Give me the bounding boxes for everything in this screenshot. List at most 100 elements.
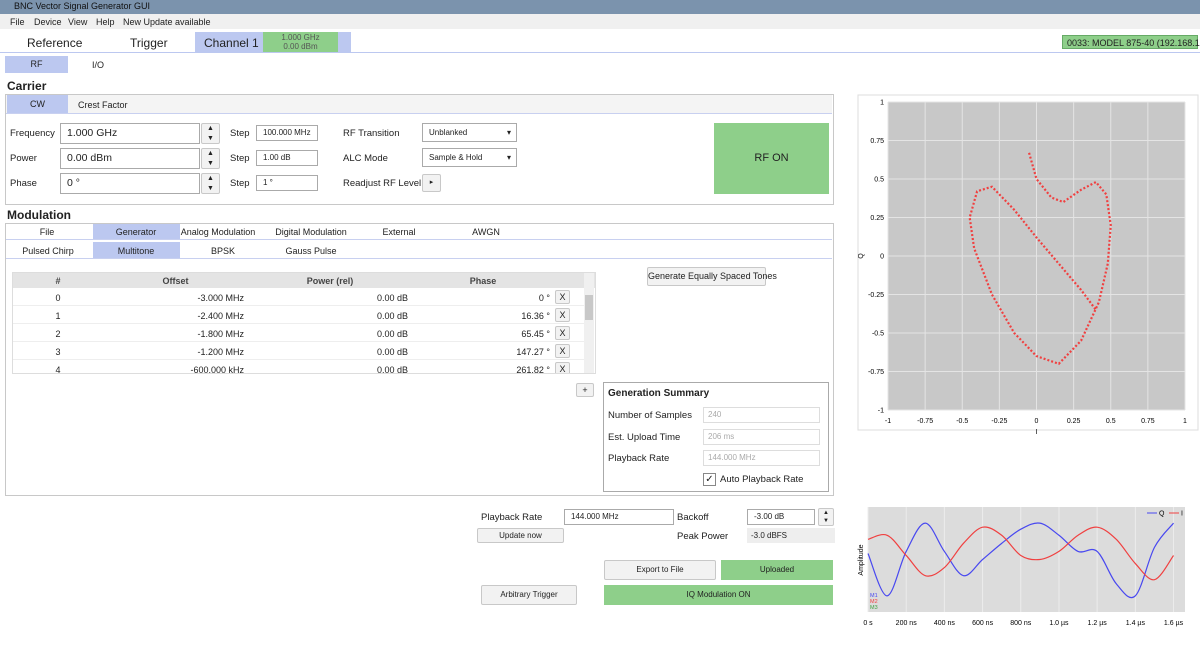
x-tick-label: 0 s xyxy=(863,620,873,627)
menu-item[interactable]: File xyxy=(10,17,25,27)
label: Est. Upload Time xyxy=(608,431,681,443)
y-axis-label: Amplitude xyxy=(858,544,865,575)
tab-bar xyxy=(6,224,832,240)
label: Step xyxy=(230,128,250,139)
divider xyxy=(0,52,1200,53)
tab-bar xyxy=(6,95,832,114)
x-tick-label: 200 ns xyxy=(896,620,918,627)
scroll-thumb[interactable] xyxy=(585,295,593,320)
tab[interactable]: Digital Modulation xyxy=(275,227,347,237)
section-title: Carrier xyxy=(7,79,47,93)
tab[interactable]: Multitone xyxy=(117,246,155,256)
button[interactable]: Update now xyxy=(477,528,564,543)
cell: -3.000 MHz xyxy=(197,293,244,303)
cell: 0.00 dB xyxy=(376,293,408,303)
column-header: Offset xyxy=(162,276,189,286)
summary-title: Generation Summary xyxy=(608,388,710,399)
x-tick-label: 1.4 µs xyxy=(1126,620,1146,627)
legend-label: Q xyxy=(1159,511,1165,518)
input[interactable]: 1.000 GHz xyxy=(60,123,200,144)
x-tick-label: 0.25 xyxy=(1067,418,1081,425)
label: Frequency xyxy=(10,128,55,139)
label: Readjust RF Level xyxy=(343,178,422,189)
x-tick-label: -0.5 xyxy=(956,418,968,425)
tab[interactable]: Generator xyxy=(115,227,157,237)
x-tick-label: 400 ns xyxy=(934,620,956,627)
remove-button[interactable]: X xyxy=(555,362,570,373)
x-tick-label: 0 xyxy=(1035,418,1039,425)
menu-item[interactable]: Device xyxy=(34,17,62,27)
tab[interactable]: Crest Factor xyxy=(78,100,128,110)
y-tick-label: 0.75 xyxy=(870,138,884,145)
label: Number of Samples xyxy=(608,410,692,421)
tab[interactable]: BPSK xyxy=(210,246,235,256)
tab[interactable]: Gauss Pulse xyxy=(285,246,337,256)
button[interactable]: Arbitrary Trigger xyxy=(481,585,577,605)
button[interactable]: IQ Modulation ON xyxy=(604,585,833,605)
subtab[interactable]: I/O xyxy=(92,60,105,70)
input[interactable]: 1.00 dB xyxy=(256,150,318,166)
y-tick-label: 1 xyxy=(880,100,884,107)
remove-button[interactable]: X xyxy=(555,290,570,304)
cell: -1.200 MHz xyxy=(197,347,244,357)
cell: 0.00 dB xyxy=(376,347,408,357)
spinner[interactable]: ▲ ▼ xyxy=(818,508,834,526)
button[interactable]: Export to File xyxy=(604,560,716,580)
label: Backoff xyxy=(677,512,709,523)
remove-button[interactable]: X xyxy=(555,308,570,322)
tab[interactable]: Channel 1 xyxy=(204,36,259,50)
input[interactable]: -3.00 dB xyxy=(747,509,815,525)
tab[interactable]: Reference xyxy=(27,36,83,50)
checkbox[interactable]: ✓ xyxy=(703,473,716,486)
row-line xyxy=(13,341,584,342)
cell: 0.00 dB xyxy=(376,329,408,339)
button[interactable]: Uploaded xyxy=(721,560,833,580)
tab-bar xyxy=(6,241,832,259)
label: RF Transition xyxy=(343,128,400,139)
add-button[interactable]: + xyxy=(576,383,594,397)
x-tick-label: 1.6 µs xyxy=(1164,620,1184,627)
dropdown[interactable]: Unblanked ▾ xyxy=(422,123,517,142)
readjust-button[interactable]: ▸ xyxy=(422,174,441,192)
spinner[interactable]: ▲ ▼ xyxy=(201,123,220,144)
cell: 147.27 ° xyxy=(516,347,550,357)
tab[interactable]: AWGN xyxy=(472,227,500,237)
cell: 261.82 ° xyxy=(516,365,550,374)
y-tick-label: 0.5 xyxy=(874,177,884,184)
tab[interactable]: Pulsed Chirp xyxy=(22,246,74,256)
y-tick-label: 0 xyxy=(880,254,884,261)
menu-item[interactable]: New Update available xyxy=(123,17,211,27)
tab[interactable]: Analog Modulation xyxy=(180,227,256,237)
scrollbar xyxy=(584,273,594,373)
window-title: BNC Vector Signal Generator GUI xyxy=(14,1,151,11)
channel-power: 0.00 dBm xyxy=(283,42,318,51)
input[interactable]: 0 ° xyxy=(60,173,200,194)
input[interactable]: 0.00 dBm xyxy=(60,148,200,169)
rf-on-button[interactable]: RF ON xyxy=(714,123,829,194)
spinner[interactable]: ▲ ▼ xyxy=(201,173,220,194)
device-badge: 0033: MODEL 875-40 (192.168.1.135) xyxy=(1062,35,1200,49)
dropdown[interactable]: Sample & Hold ▾ xyxy=(422,148,517,167)
menu-item[interactable]: View xyxy=(68,17,88,27)
y-tick-label: -1 xyxy=(878,408,884,415)
tab[interactable]: External xyxy=(382,227,416,237)
y-tick-label: -0.75 xyxy=(868,369,884,376)
spinner[interactable]: ▲ ▼ xyxy=(201,148,220,169)
y-tick-label: 0.25 xyxy=(870,215,884,222)
x-axis-label: I xyxy=(1036,429,1038,436)
remove-button[interactable]: X xyxy=(555,344,570,358)
menu-item[interactable]: Help xyxy=(96,17,115,27)
input[interactable]: 100.000 MHz xyxy=(256,125,318,141)
tab[interactable]: Trigger xyxy=(130,36,168,50)
tab[interactable]: File xyxy=(39,227,55,237)
subtab-active[interactable]: RF xyxy=(5,56,68,73)
input[interactable]: 144.000 MHz xyxy=(564,509,674,525)
input[interactable]: 1 ° xyxy=(256,175,318,191)
tab-active[interactable]: CW xyxy=(7,95,68,113)
x-tick-label: 1.2 µs xyxy=(1088,620,1108,627)
remove-button[interactable]: X xyxy=(555,326,570,340)
generate-button[interactable]: Generate Equally Spaced Tones xyxy=(647,267,777,286)
x-tick-label: -0.75 xyxy=(917,418,933,425)
label: Playback Rate xyxy=(481,512,543,523)
label: Step xyxy=(230,178,250,189)
